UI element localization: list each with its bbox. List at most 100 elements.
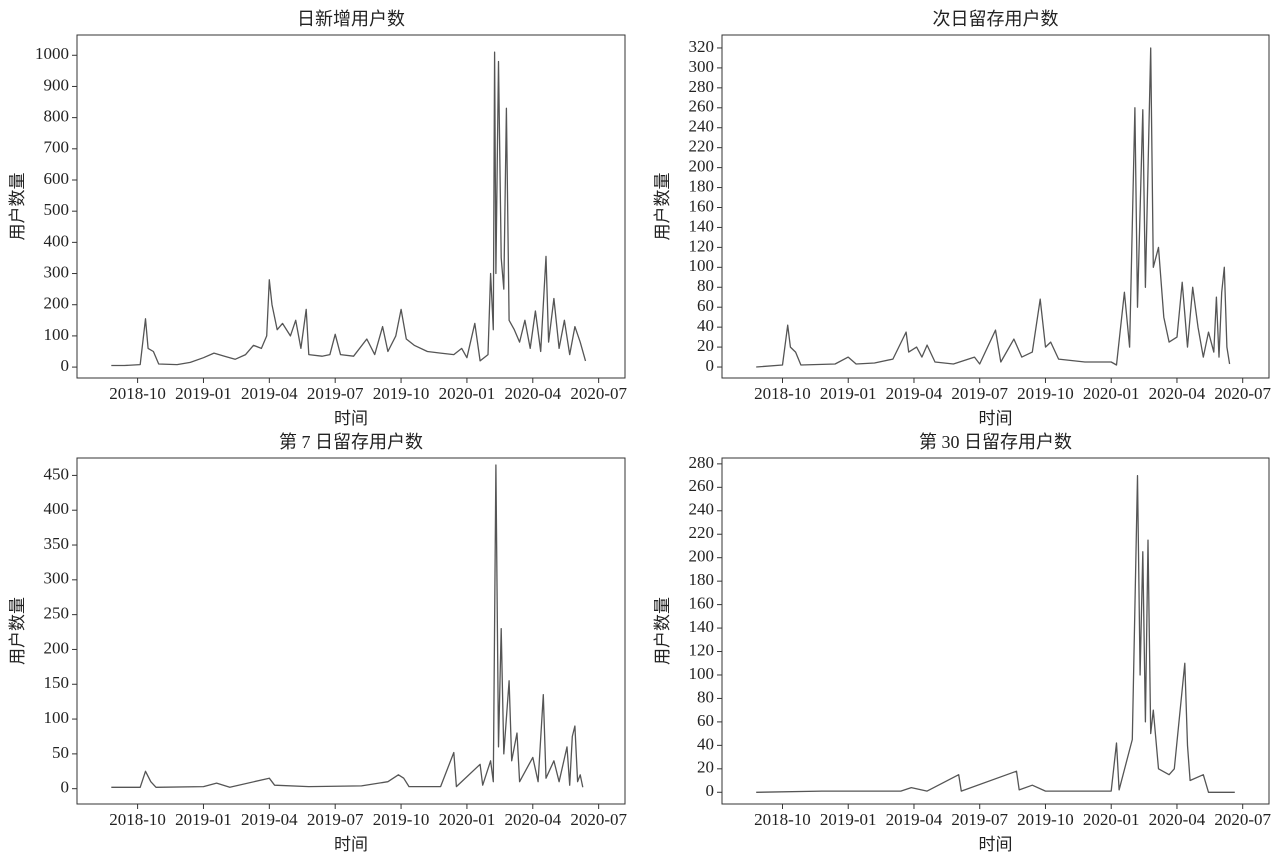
x-tick-label: 2019-01 <box>175 384 232 403</box>
plot-frame <box>76 34 626 379</box>
data-line <box>756 474 1235 793</box>
y-axis-label: 用户数量 <box>8 173 27 241</box>
plot-frame <box>721 457 1270 805</box>
subplot-title: 第 30 日留存用户数 <box>919 432 1072 452</box>
y-tick-label: 350 <box>44 534 70 553</box>
y-tick-label: 240 <box>689 500 715 519</box>
y-tick-label: 200 <box>689 157 715 176</box>
y-tick-label: 500 <box>44 200 70 219</box>
x-tick-label: 2019-07 <box>307 810 364 829</box>
y-tick-label: 100 <box>44 708 70 727</box>
y-tick-label: 1000 <box>35 44 69 63</box>
y-axis-label: 用户数量 <box>653 597 672 665</box>
y-tick-label: 100 <box>44 325 70 344</box>
y-axis-label: 用户数量 <box>8 597 27 665</box>
y-tick-label: 600 <box>44 169 70 188</box>
y-tick-label: 0 <box>61 356 70 375</box>
x-tick-label: 2020-07 <box>570 810 627 829</box>
x-tick-label: 2020-01 <box>1083 810 1140 829</box>
x-tick-label: 2020-04 <box>504 384 561 403</box>
y-tick-label: 200 <box>44 294 70 313</box>
x-tick-label: 2018-10 <box>754 810 811 829</box>
subplot-title: 日新增用户数 <box>297 9 405 29</box>
y-tick-label: 100 <box>689 664 715 683</box>
y-tick-label: 240 <box>689 117 715 136</box>
y-tick-label: 40 <box>697 734 714 753</box>
x-tick-label: 2019-10 <box>1017 810 1074 829</box>
x-tick-label: 2018-10 <box>754 384 811 403</box>
x-tick-label: 2020-04 <box>504 810 561 829</box>
x-tick-label: 2020-07 <box>570 384 627 403</box>
y-tick-label: 60 <box>697 296 714 315</box>
x-tick-label: 2019-04 <box>241 384 298 403</box>
plot-frame <box>76 457 626 805</box>
y-tick-label: 900 <box>44 75 70 94</box>
y-tick-label: 180 <box>689 570 715 589</box>
y-tick-label: 0 <box>706 356 715 375</box>
y-tick-label: 450 <box>44 464 70 483</box>
y-tick-label: 140 <box>689 216 715 235</box>
y-tick-label: 400 <box>44 499 70 518</box>
x-tick-label: 2020-07 <box>1214 810 1271 829</box>
y-tick-label: 700 <box>44 138 70 157</box>
x-axis-label: 时间 <box>334 835 368 854</box>
y-tick-label: 300 <box>44 569 70 588</box>
x-tick-label: 2019-10 <box>373 810 430 829</box>
y-tick-label: 80 <box>697 276 714 295</box>
y-tick-label: 280 <box>689 77 715 96</box>
y-tick-label: 150 <box>44 673 70 692</box>
y-tick-label: 160 <box>689 196 715 215</box>
data-line <box>756 47 1231 368</box>
x-tick-label: 2019-07 <box>951 384 1008 403</box>
subplot-title: 次日留存用户数 <box>933 9 1059 29</box>
y-tick-label: 20 <box>697 758 714 777</box>
y-tick-label: 280 <box>689 453 715 472</box>
y-tick-label: 260 <box>689 97 715 116</box>
y-tick-label: 60 <box>697 711 714 730</box>
y-axis-label: 用户数量 <box>653 173 672 241</box>
x-tick-label: 2019-04 <box>241 810 298 829</box>
y-tick-label: 80 <box>697 687 714 706</box>
x-tick-label: 2018-10 <box>109 810 166 829</box>
y-tick-label: 220 <box>689 523 715 542</box>
subplot-title: 第 7 日留存用户数 <box>279 432 423 452</box>
y-tick-label: 220 <box>689 137 715 156</box>
x-tick-label: 2019-01 <box>175 810 232 829</box>
y-tick-label: 120 <box>689 236 715 255</box>
x-tick-label: 2019-07 <box>307 384 364 403</box>
y-tick-label: 50 <box>52 743 69 762</box>
y-tick-label: 140 <box>689 617 715 636</box>
y-tick-label: 300 <box>689 57 715 76</box>
x-tick-label: 2020-04 <box>1149 384 1206 403</box>
y-tick-label: 160 <box>689 594 715 613</box>
x-axis-label: 时间 <box>979 409 1013 428</box>
data-line <box>111 51 587 367</box>
x-tick-label: 2020-01 <box>439 810 496 829</box>
x-axis-label: 时间 <box>979 835 1013 854</box>
y-tick-label: 250 <box>44 604 70 623</box>
x-tick-label: 2019-01 <box>820 810 877 829</box>
y-tick-label: 260 <box>689 476 715 495</box>
y-tick-label: 0 <box>706 781 715 800</box>
y-tick-label: 400 <box>44 231 70 250</box>
y-tick-label: 300 <box>44 262 70 281</box>
x-tick-label: 2019-07 <box>951 810 1008 829</box>
y-tick-label: 200 <box>689 547 715 566</box>
data-line <box>111 464 584 788</box>
x-tick-label: 2020-07 <box>1214 384 1271 403</box>
y-tick-label: 0 <box>61 778 70 797</box>
y-tick-label: 180 <box>689 176 715 195</box>
x-tick-label: 2018-10 <box>109 384 166 403</box>
y-tick-label: 200 <box>44 638 70 657</box>
x-axis-label: 时间 <box>334 409 368 428</box>
plot-frame <box>721 34 1270 379</box>
x-tick-label: 2020-01 <box>1083 384 1140 403</box>
x-tick-label: 2019-01 <box>820 384 877 403</box>
x-tick-label: 2019-04 <box>886 384 943 403</box>
x-tick-label: 2019-10 <box>373 384 430 403</box>
y-tick-label: 40 <box>697 316 714 335</box>
